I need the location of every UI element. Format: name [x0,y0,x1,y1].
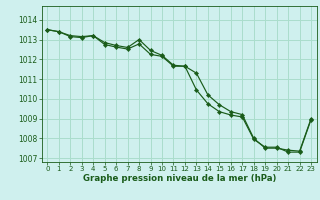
X-axis label: Graphe pression niveau de la mer (hPa): Graphe pression niveau de la mer (hPa) [83,174,276,183]
